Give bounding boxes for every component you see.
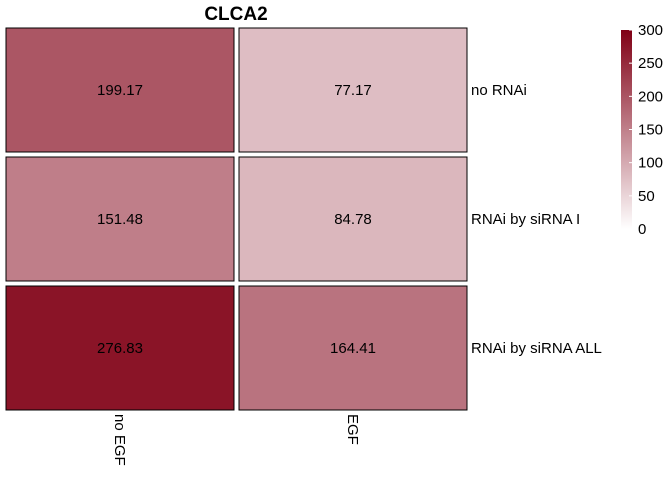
cell-value-label: 164.41 — [330, 340, 376, 357]
column-labels: no EGF EGF — [111, 414, 361, 466]
column-label: no EGF — [111, 414, 128, 466]
column-label: EGF — [344, 414, 361, 445]
row-label: RNAi by siRNA I — [471, 211, 580, 228]
legend-tick-label: 300 — [638, 22, 663, 39]
heatmap-cell — [238, 27, 468, 153]
legend-ticks: 0 50 100 150 200 250 300 — [629, 22, 663, 238]
legend-colorbar — [621, 30, 632, 229]
row-labels: no RNAi RNAi by siRNA I RNAi by siRNA ALL — [471, 82, 602, 357]
cell-value-label: 199.17 — [97, 82, 143, 99]
cell-value-label: 151.48 — [97, 211, 143, 228]
legend-tick-label: 150 — [638, 122, 663, 139]
row-label: no RNAi — [471, 82, 527, 99]
cell-value-label: 276.83 — [97, 340, 143, 357]
chart-title: CLCA2 — [204, 4, 267, 25]
heatmap-cells: 199.17 77.17 151.48 84.78 276.83 164.41 — [5, 27, 468, 411]
legend-tick-label: 0 — [638, 221, 646, 238]
heatmap-cell — [238, 285, 468, 411]
heatmap-cell — [5, 27, 235, 153]
cell-value-label: 84.78 — [334, 211, 372, 228]
heatmap-cell — [5, 285, 235, 411]
legend-tick-label: 200 — [638, 88, 663, 105]
heatmap-cell — [238, 156, 468, 282]
row-label: RNAi by siRNA ALL — [471, 340, 602, 357]
legend-tick-label: 100 — [638, 155, 663, 172]
heatmap-cell — [5, 156, 235, 282]
cell-value-label: 77.17 — [334, 82, 372, 99]
color-legend: 0 50 100 150 200 250 300 — [621, 22, 663, 238]
legend-tick-label: 250 — [638, 55, 663, 72]
legend-tick-label: 50 — [638, 188, 655, 205]
